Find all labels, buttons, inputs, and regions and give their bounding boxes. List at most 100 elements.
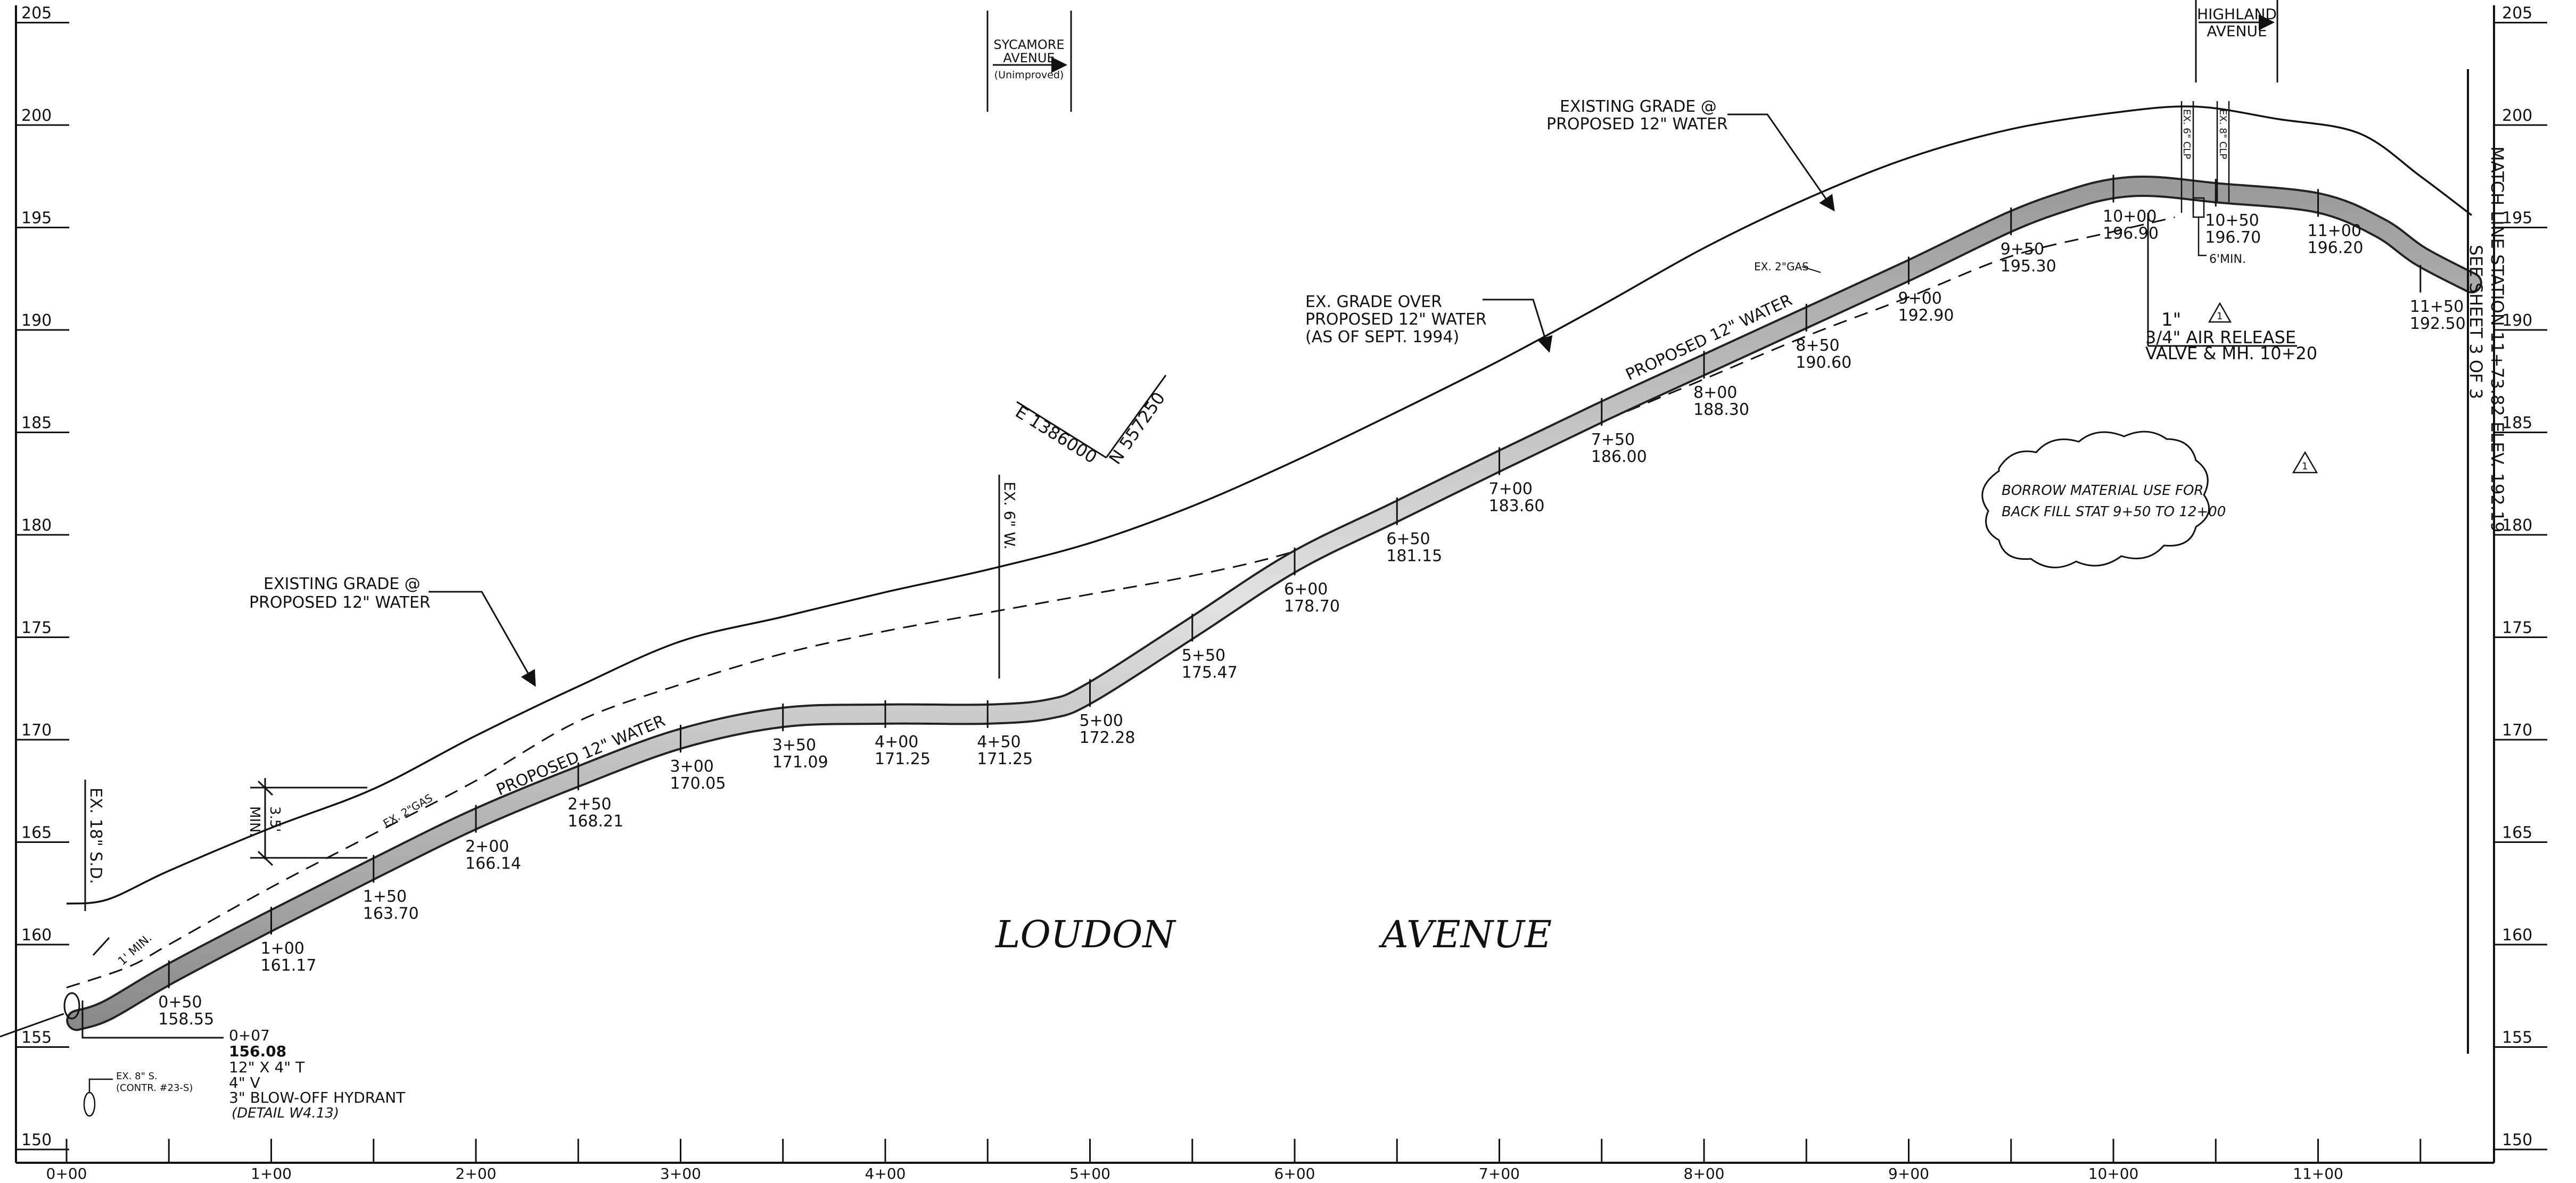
min-cover-min: MIN. — [246, 806, 262, 837]
svg-text:1": 1" — [2161, 309, 2181, 330]
northing-label: N 557250 — [1105, 388, 1169, 468]
svg-text:EX. 6" W.: EX. 6" W. — [1001, 482, 1018, 550]
air-release-valve-callout: 6'MIN. 1" 3/4" AIR RELEASE VALVE & MH. 1… — [2145, 197, 2317, 363]
station-number: 3+50 — [772, 736, 816, 755]
borrow-material-note: BORROW MATERIAL USE FOR BACK FILL STAT 9… — [1981, 431, 2226, 568]
station-number: 9+00 — [1898, 289, 1942, 308]
ex-6in-clp-marker: EX. 6" CLP — [2180, 101, 2194, 213]
station-elevation: 183.60 — [1489, 497, 1545, 515]
ex-gas-label-1: EX. 2"GAS — [381, 791, 435, 830]
svg-text:1: 1 — [2302, 461, 2308, 472]
y-axis-right: 150 155 160 165 170 175 180 185 190 195 200 205 — [2502, 4, 2532, 1150]
highland-avenue-marker: HIGHLAND AVENUE — [2195, 0, 2278, 82]
svg-text:EXISTING GRADE @: EXISTING GRADE @ — [264, 575, 421, 593]
y-tick-label: 160 — [2502, 926, 2532, 945]
y-tick-label: 180 — [21, 516, 52, 535]
y-tick-label: 170 — [21, 721, 52, 740]
station-number: 10+50 — [2205, 211, 2259, 230]
y-tick-label: 155 — [21, 1029, 52, 1047]
x-tick-label: 1+00 — [251, 1165, 292, 1182]
y-tick-label: 185 — [21, 414, 52, 433]
y-tick-label: 205 — [21, 4, 52, 23]
y-tick-label: 185 — [2502, 414, 2532, 433]
svg-text:PROPOSED 12" WATER: PROPOSED 12" WATER — [1546, 115, 1728, 134]
station-number: 8+00 — [1693, 383, 1737, 402]
station-elevation: 175.47 — [1182, 663, 1238, 682]
station-elevation: 186.00 — [1591, 448, 1647, 466]
svg-text:BORROW MATERIAL USE FOR: BORROW MATERIAL USE FOR — [2002, 483, 2204, 499]
x-tick-label: 0+00 — [46, 1165, 87, 1182]
y-tick-label: 190 — [21, 311, 52, 330]
y-tick-label: 165 — [2502, 824, 2532, 842]
station-number: 9+50 — [2001, 240, 2044, 259]
blowoff-hydrant-leader — [0, 992, 224, 1039]
station-elevation: 196.20 — [2308, 238, 2364, 257]
station-number: 7+50 — [1591, 431, 1635, 449]
station-number: 4+50 — [977, 733, 1020, 751]
svg-text:EX. 6" CLP: EX. 6" CLP — [2181, 109, 2192, 159]
station-elevation: 161.17 — [261, 956, 317, 975]
station-number: 2+50 — [567, 795, 611, 814]
station-number: 3+00 — [670, 757, 714, 776]
ex-grade-over-callout: EX. GRADE OVER PROPOSED 12" WATER (AS OF… — [1305, 293, 1553, 353]
station-number: 0+50 — [158, 993, 202, 1012]
station-number: 11+00 — [2308, 221, 2361, 240]
x-axis-labels: 0+00 1+00 2+00 3+00 4+00 5+00 6+00 7+00 8+00 9+00… — [46, 1165, 2343, 1182]
station-number: 5+50 — [1182, 646, 1225, 665]
y-tick-label: 150 — [2502, 1131, 2532, 1149]
x-tick-label: 2+00 — [456, 1165, 497, 1182]
match-line-sheet: SEE SHEET 3 OF 3 — [2466, 245, 2486, 399]
revision-triangle-2: 1 — [2292, 451, 2318, 474]
pipe-station-marks — [168, 175, 2422, 988]
min-cover-value: 3.5' — [267, 806, 283, 832]
y-tick-label: 150 — [21, 1131, 52, 1149]
station-elevation: 190.60 — [1796, 353, 1851, 372]
station-number: 11+50 — [2410, 297, 2464, 316]
station-elevation: 172.28 — [1080, 729, 1135, 747]
survey-coordinate-marker — [1016, 375, 1167, 459]
existing-gas-line — [66, 216, 2175, 989]
svg-text:VALVE & MH. 10+20: VALVE & MH. 10+20 — [2145, 343, 2317, 363]
blowoff-hydrant-callout: 0+07 156.08 12" X 4" T 4" V 3" BLOW-OFF … — [229, 1027, 406, 1121]
proposed-water-pipe — [68, 178, 2480, 1029]
existing-grade-callout-right: EXISTING GRADE @ PROPOSED 12" WATER — [1546, 97, 1835, 212]
y-tick-label: 195 — [2502, 209, 2532, 228]
one-foot-min-dimension — [92, 937, 110, 956]
x-tick-label: 9+00 — [1888, 1165, 1929, 1182]
x-tick-label: 7+00 — [1479, 1165, 1520, 1182]
y-tick-label: 170 — [2502, 721, 2532, 740]
y-tick-label: 165 — [21, 824, 52, 842]
sycamore-avenue-marker: SYCAMORE AVENUE (Unimproved) — [986, 11, 1072, 112]
station-elevation: 158.55 — [158, 1010, 214, 1029]
station-elevation: 171.25 — [875, 750, 931, 768]
station-number: 2+00 — [465, 838, 509, 856]
station-elevation: 196.90 — [2103, 224, 2159, 243]
y-tick-label: 200 — [21, 106, 52, 125]
station-number: 1+50 — [363, 888, 407, 906]
station-number: 1+00 — [261, 939, 304, 958]
station-elevation: 163.70 — [363, 905, 419, 923]
ex-6in-water-marker: EX. 6" W. — [998, 475, 1018, 679]
y-axis-left: 150 155 160 165 170 175 180 185 190 195 200 205 — [21, 4, 52, 1150]
station-elevation: 181.15 — [1386, 547, 1442, 566]
one-foot-min-label: 1' MIN. — [116, 931, 154, 968]
x-tick-label: 4+00 — [865, 1165, 906, 1182]
svg-text:(DETAIL W4.13): (DETAIL W4.13) — [232, 1105, 339, 1121]
x-axis-ticks — [65, 1139, 2422, 1163]
x-tick-label: 5+00 — [1069, 1165, 1110, 1182]
station-elevation: 178.70 — [1284, 597, 1340, 616]
station-elevation: 171.25 — [977, 750, 1033, 768]
svg-text:EXISTING GRADE @: EXISTING GRADE @ — [1560, 97, 1717, 116]
y-tick-label: 205 — [2502, 4, 2532, 23]
